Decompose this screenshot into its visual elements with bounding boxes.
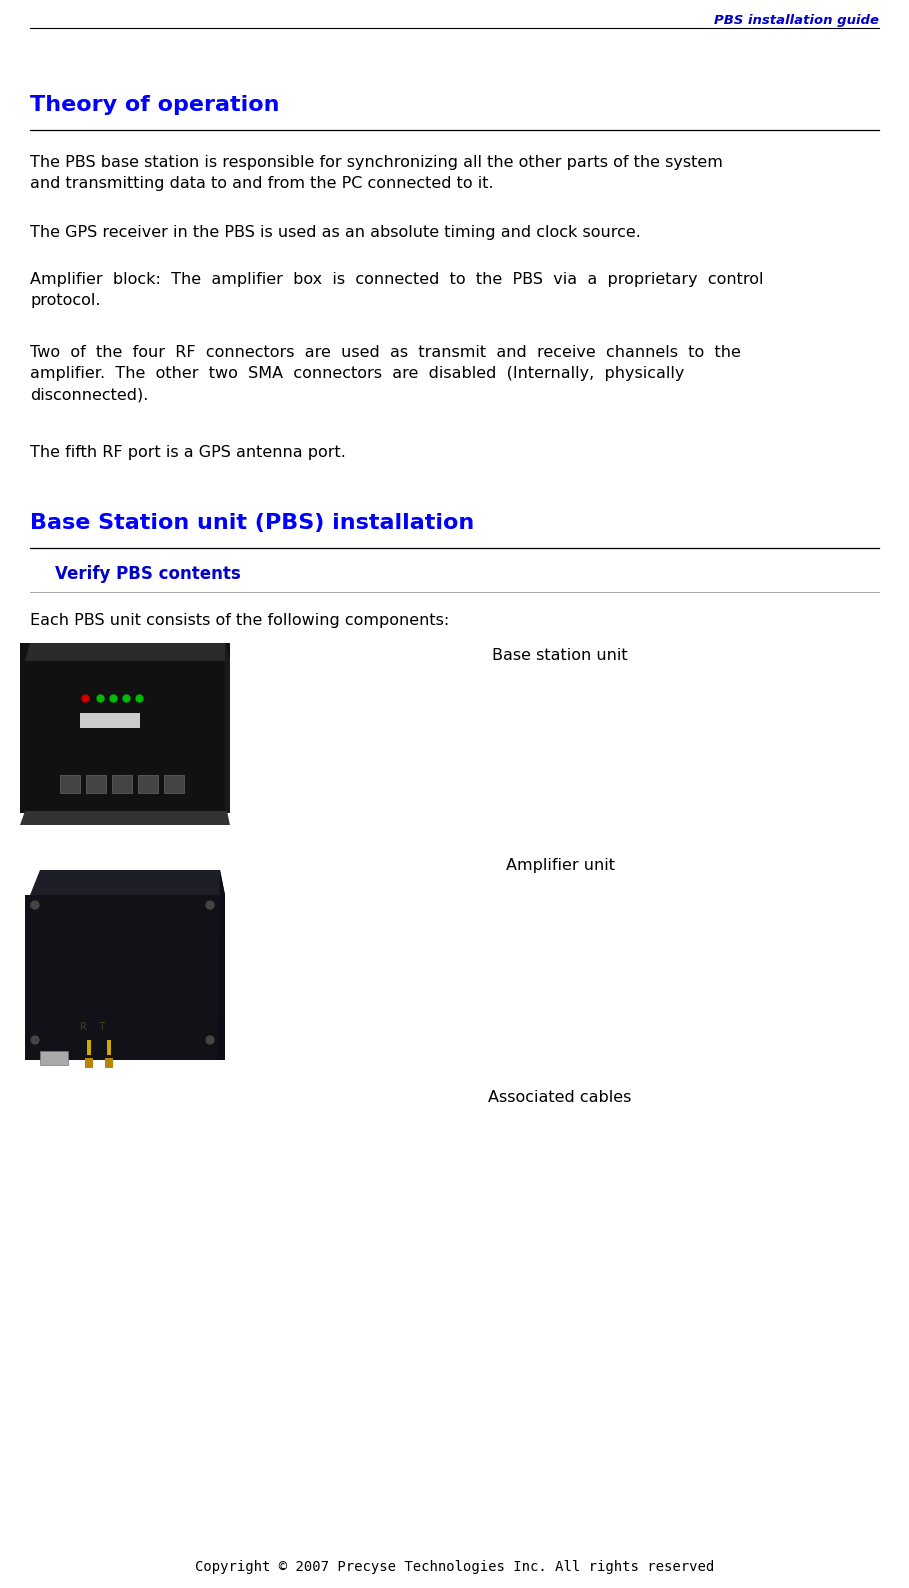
Text: Base station unit: Base station unit xyxy=(492,648,628,664)
Text: Verify PBS contents: Verify PBS contents xyxy=(55,565,241,583)
Bar xyxy=(112,775,132,792)
Circle shape xyxy=(31,900,39,908)
Text: Amplifier unit: Amplifier unit xyxy=(505,858,614,873)
Text: Associated cables: Associated cables xyxy=(488,1089,632,1105)
Text: Theory of operation: Theory of operation xyxy=(30,95,279,114)
Bar xyxy=(86,775,106,792)
Polygon shape xyxy=(225,643,230,813)
Bar xyxy=(25,896,225,1061)
Bar xyxy=(107,1040,111,1054)
Text: The GPS receiver in the PBS is used as an absolute timing and clock source.: The GPS receiver in the PBS is used as a… xyxy=(30,225,641,240)
Polygon shape xyxy=(218,870,225,1061)
Bar xyxy=(85,1058,93,1069)
Polygon shape xyxy=(30,870,225,896)
Text: PBS installation guide: PBS installation guide xyxy=(714,14,879,27)
Bar xyxy=(138,775,158,792)
Bar xyxy=(80,713,140,727)
Circle shape xyxy=(206,900,214,908)
Circle shape xyxy=(206,1035,214,1043)
Circle shape xyxy=(31,1035,39,1043)
Polygon shape xyxy=(25,643,230,661)
Bar xyxy=(20,643,230,813)
Text: R    T: R T xyxy=(80,1023,105,1032)
Bar xyxy=(40,1051,68,1066)
Text: Copyright © 2007 Precyse Technologies Inc. All rights reserved: Copyright © 2007 Precyse Technologies In… xyxy=(195,1559,714,1574)
Bar xyxy=(105,1058,113,1069)
Bar xyxy=(87,1040,91,1054)
Text: The PBS base station is responsible for synchronizing all the other parts of the: The PBS base station is responsible for … xyxy=(30,156,723,191)
Text: Amplifier  block:  The  amplifier  box  is  connected  to  the  PBS  via  a  pro: Amplifier block: The amplifier box is co… xyxy=(30,272,764,308)
Bar xyxy=(60,775,80,792)
Polygon shape xyxy=(20,811,230,826)
Text: Two  of  the  four  RF  connectors  are  used  as  transmit  and  receive  chann: Two of the four RF connectors are used a… xyxy=(30,345,741,402)
Text: Each PBS unit consists of the following components:: Each PBS unit consists of the following … xyxy=(30,613,449,627)
Bar xyxy=(164,775,184,792)
Text: The fifth RF port is a GPS antenna port.: The fifth RF port is a GPS antenna port. xyxy=(30,445,346,461)
Text: Base Station unit (PBS) installation: Base Station unit (PBS) installation xyxy=(30,513,474,534)
